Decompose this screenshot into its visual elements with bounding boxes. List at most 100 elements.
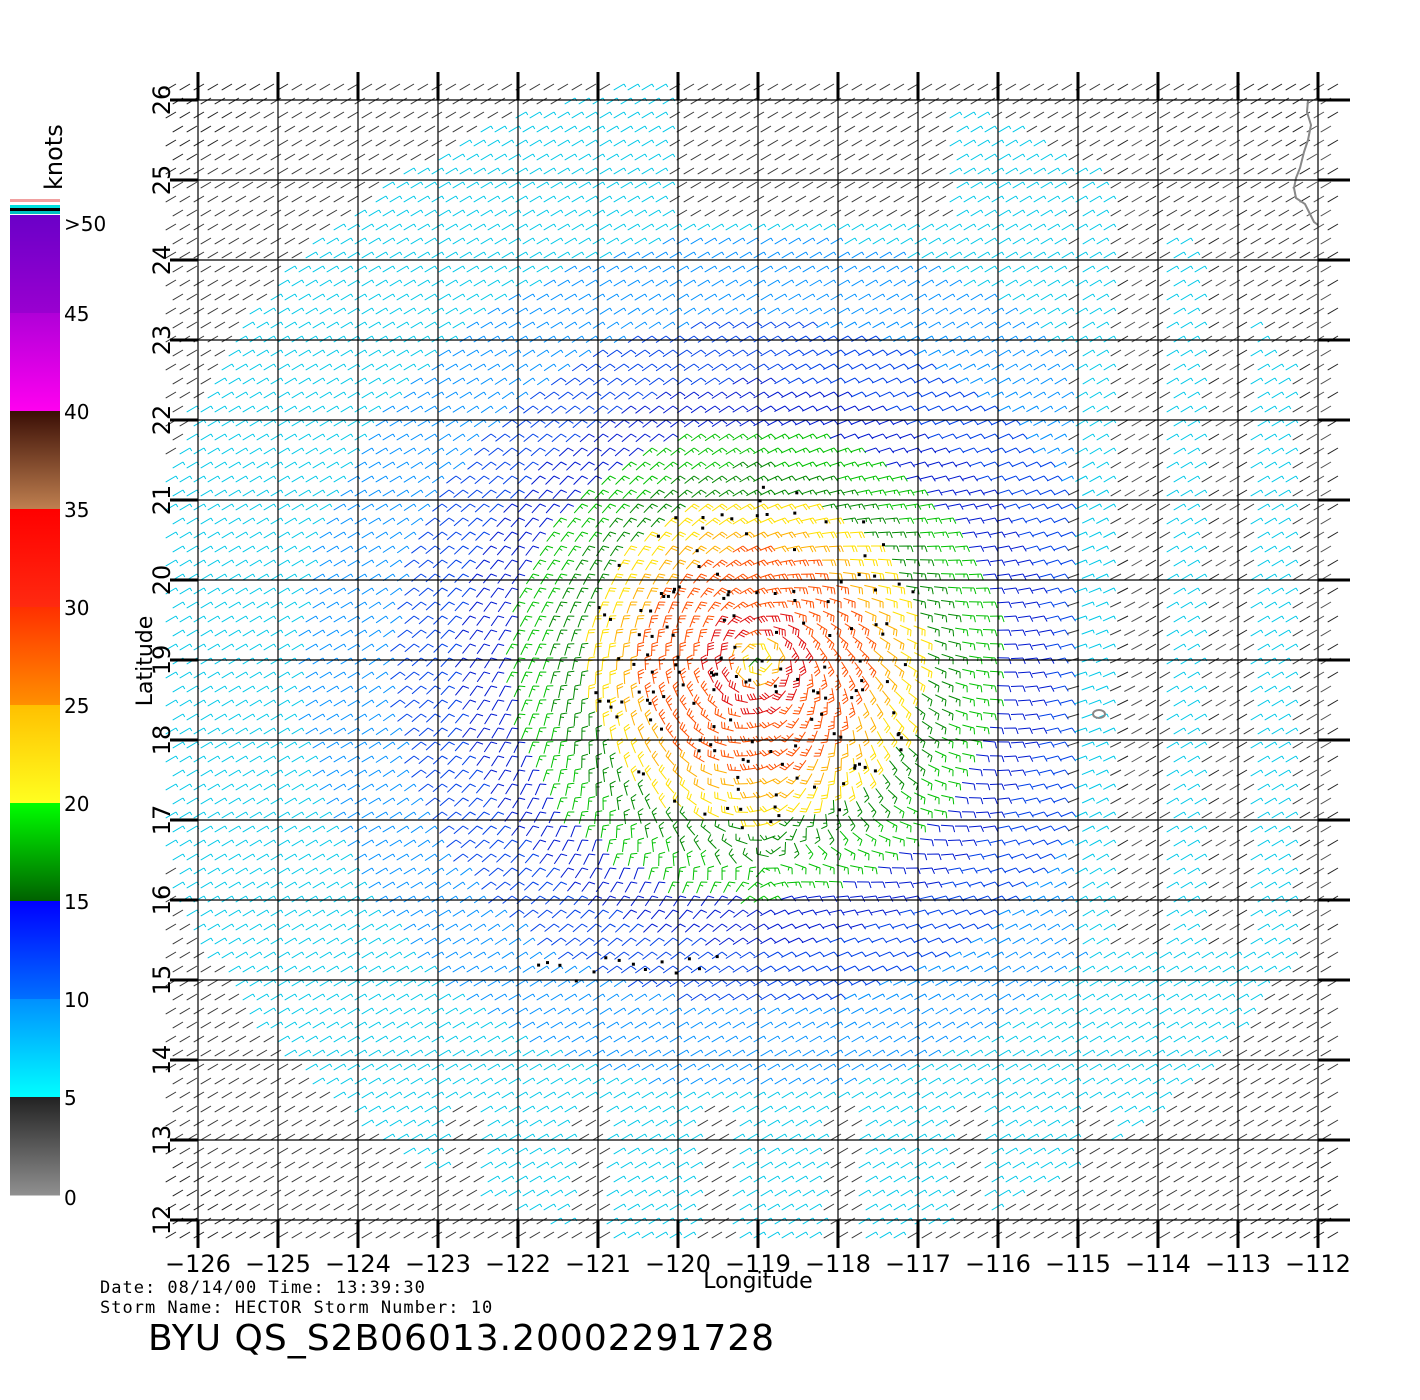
wind-barb xyxy=(242,713,256,721)
wind-barb xyxy=(403,83,415,91)
wind-barb xyxy=(537,461,553,471)
wind-barb xyxy=(759,489,776,496)
wind-barb xyxy=(1117,195,1129,203)
wind-barb xyxy=(865,111,877,119)
wind-barb xyxy=(733,721,749,729)
wind-barb xyxy=(739,139,751,147)
wind-barb xyxy=(792,702,805,715)
wind-barb xyxy=(1166,489,1180,497)
wind-barb xyxy=(1257,167,1269,175)
wind-barb xyxy=(389,363,403,371)
wind-barb xyxy=(291,559,305,567)
wind-barb xyxy=(843,517,859,524)
wind-barb xyxy=(714,819,726,832)
wind-barb xyxy=(1327,727,1339,735)
wind-barb xyxy=(1005,251,1019,259)
wind-barb xyxy=(439,545,455,555)
wind-barb xyxy=(214,181,226,189)
wind-barb xyxy=(1039,685,1055,692)
wind-barb xyxy=(746,209,758,217)
wind-barb xyxy=(732,349,749,357)
wind-barb xyxy=(672,708,681,724)
wind-barb xyxy=(935,307,949,315)
wind-barb xyxy=(829,572,843,581)
wind-barb xyxy=(956,97,968,105)
wind-barb xyxy=(573,739,582,755)
wind-barb xyxy=(1040,153,1054,161)
wind-barb xyxy=(767,251,781,259)
wind-barb xyxy=(963,111,977,119)
wind-barb xyxy=(705,489,721,498)
wind-barb xyxy=(927,405,944,412)
wind-barb xyxy=(1046,671,1062,678)
wind-barb xyxy=(1145,195,1157,203)
wind-barb xyxy=(808,586,822,595)
wind-barb xyxy=(928,237,942,245)
wind-barb xyxy=(984,237,998,245)
wind-barb xyxy=(893,279,907,287)
wind-barb xyxy=(1117,895,1129,903)
wind-barb xyxy=(312,909,326,917)
wind-barb xyxy=(1025,881,1039,888)
wind-barb xyxy=(186,797,200,805)
wind-barb xyxy=(899,852,913,861)
wind-barb xyxy=(1306,433,1318,441)
wind-barb xyxy=(417,363,431,371)
wind-barb xyxy=(876,703,884,720)
wind-barb xyxy=(780,503,797,511)
wind-barb xyxy=(1257,503,1271,511)
wind-barb xyxy=(696,881,708,894)
wind-barb xyxy=(739,307,753,315)
wind-barb xyxy=(228,573,242,581)
wind-barb xyxy=(718,237,732,245)
wind-barb xyxy=(1257,811,1271,819)
wind-barb xyxy=(1299,251,1311,259)
wind-barb xyxy=(569,601,582,614)
wind-barb xyxy=(991,111,1003,119)
wind-barb xyxy=(361,111,373,119)
wind-barb xyxy=(1138,825,1150,833)
wind-barb xyxy=(382,881,396,889)
wind-barb xyxy=(892,611,905,623)
wind-barb xyxy=(1271,839,1285,847)
wind-barb xyxy=(934,750,947,763)
wind-barb xyxy=(1299,699,1311,707)
wind-barb xyxy=(1180,377,1194,385)
wind-barb xyxy=(1117,363,1129,371)
wind-barb xyxy=(800,881,816,889)
wind-barb xyxy=(375,251,389,259)
wind-barb xyxy=(928,735,940,749)
wind-barb xyxy=(997,825,1013,832)
wind-barb xyxy=(606,125,620,133)
wind-barb xyxy=(884,881,900,889)
wind-barb xyxy=(620,321,634,329)
wind-barb xyxy=(809,139,821,147)
wind-barb xyxy=(277,195,289,203)
wind-barb xyxy=(1194,461,1208,469)
wind-barb xyxy=(1285,391,1299,399)
wind-barb xyxy=(658,895,673,907)
wind-barb xyxy=(765,676,780,687)
wind-barb xyxy=(564,153,578,161)
wind-barb xyxy=(1032,475,1049,482)
wind-barb xyxy=(417,391,431,399)
wind-barb xyxy=(270,517,284,525)
wind-barb xyxy=(193,223,205,231)
wind-barb xyxy=(1005,279,1019,287)
wind-barb xyxy=(396,853,410,861)
wind-barb xyxy=(1053,461,1067,468)
wind-barb xyxy=(1061,139,1073,147)
wind-barb xyxy=(487,335,501,343)
wind-barb xyxy=(704,377,721,385)
wind-barb xyxy=(609,752,616,768)
wind-barb xyxy=(822,391,839,398)
wind-barb xyxy=(235,307,247,315)
wind-barb xyxy=(658,681,666,698)
wind-barb xyxy=(976,697,990,707)
wind-barb xyxy=(298,461,312,469)
wind-barb xyxy=(403,867,417,875)
wind-barb xyxy=(1180,825,1194,833)
wind-barb xyxy=(1215,783,1227,791)
wind-barb xyxy=(836,447,853,454)
wind-barb xyxy=(1208,153,1220,161)
